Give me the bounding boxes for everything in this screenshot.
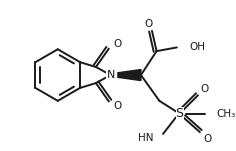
- Text: O: O: [113, 39, 121, 49]
- Text: OH: OH: [190, 42, 206, 51]
- Text: O: O: [113, 101, 121, 111]
- Polygon shape: [118, 69, 141, 81]
- Text: O: O: [144, 19, 152, 29]
- Text: CH₃: CH₃: [216, 109, 236, 119]
- Text: S: S: [176, 107, 184, 120]
- Text: O: O: [203, 133, 211, 144]
- Text: O: O: [200, 84, 209, 94]
- Text: N: N: [106, 70, 115, 80]
- Text: HN: HN: [138, 133, 154, 143]
